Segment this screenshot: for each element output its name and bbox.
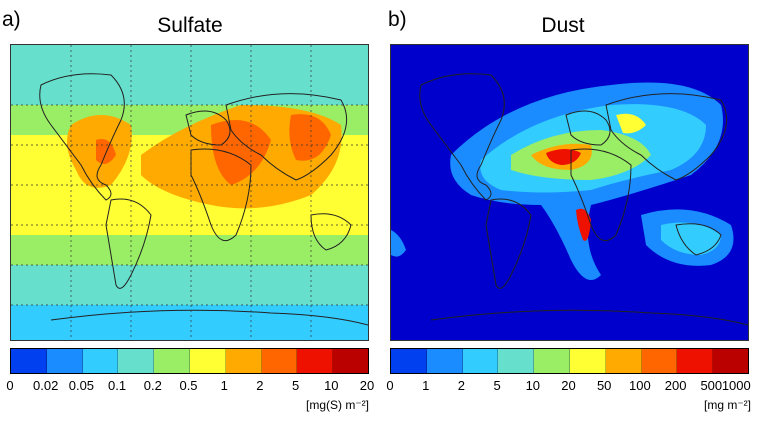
colorbar-segment [82, 349, 119, 373]
colorbar-segment [605, 349, 642, 373]
colorbar-segment [641, 349, 678, 373]
colorbar-tick: 5 [291, 378, 300, 393]
colorbar-segment [189, 349, 226, 373]
dust-colorbar-ticks: 0 1 2 5 10 20 50 100 200 500 1000 [386, 378, 750, 396]
colorbar-segment [713, 349, 748, 373]
colorbar-tick: 10 [324, 378, 339, 393]
dust-colorbar [390, 348, 749, 374]
colorbar-tick: 0.1 [108, 378, 127, 393]
panel-label-b: b) [388, 8, 407, 31]
sulfate-map [10, 44, 369, 341]
colorbar-segment [297, 349, 334, 373]
colorbar-segment [534, 349, 570, 373]
colorbar-tick: 50 [596, 378, 612, 393]
sulfate-colorbar-ticks: 0 0.02 0.05 0.1 0.2 0.5 1 2 5 10 20 [6, 378, 374, 396]
colorbar-tick: 5 [493, 378, 501, 393]
colorbar-segment [225, 349, 262, 373]
colorbar-tick: 2 [457, 378, 466, 393]
colorbar-tick: 0.5 [179, 378, 198, 393]
colorbar-tick: 0 [386, 378, 394, 393]
colorbar-segment [261, 349, 298, 373]
colorbar-tick: 20 [359, 378, 375, 393]
colorbar-segment [569, 349, 606, 373]
colorbar-tick: 1 [422, 378, 430, 393]
colorbar-segment [498, 349, 535, 373]
colorbar-tick: 1000 [721, 378, 751, 393]
colorbar-tick: 0.05 [68, 378, 95, 393]
colorbar-tick: 0 [6, 378, 14, 393]
colorbar-segment [118, 349, 155, 373]
colorbar-tick: 500 [700, 378, 723, 393]
colorbar-segment [46, 349, 83, 373]
colorbar-tick: 20 [561, 378, 576, 393]
colorbar-segment [154, 349, 190, 373]
colorbar-segment [426, 349, 463, 373]
dust-unit-label: [mg m⁻²] [704, 398, 751, 412]
sulfate-colorbar [10, 348, 369, 374]
colorbar-tick: 200 [664, 378, 687, 393]
colorbar-tick: 10 [525, 378, 541, 393]
colorbar-segment [677, 349, 714, 373]
colorbar-segment [462, 349, 499, 373]
dust-map [390, 44, 749, 341]
sulfate-map-title: Sulfate [157, 14, 223, 37]
colorbar-segment [333, 349, 368, 373]
colorbar-tick: 2 [256, 378, 264, 393]
panel-label-a: a) [2, 8, 21, 31]
colorbar-tick: 100 [629, 378, 651, 393]
sulfate-panel: a) Sulfate [2, 8, 374, 412]
sulfate-unit-label: [mg(S) m⁻²] [306, 398, 369, 412]
colorbar-segment [391, 349, 427, 373]
dust-panel: b) Dust [382, 0, 764, 421]
dust-map-title: Dust [541, 14, 585, 37]
colorbar-tick: 1 [220, 378, 228, 393]
colorbar-tick: 0.2 [143, 378, 162, 393]
colorbar-segment [11, 349, 47, 373]
colorbar-tick: 0.02 [33, 378, 59, 393]
